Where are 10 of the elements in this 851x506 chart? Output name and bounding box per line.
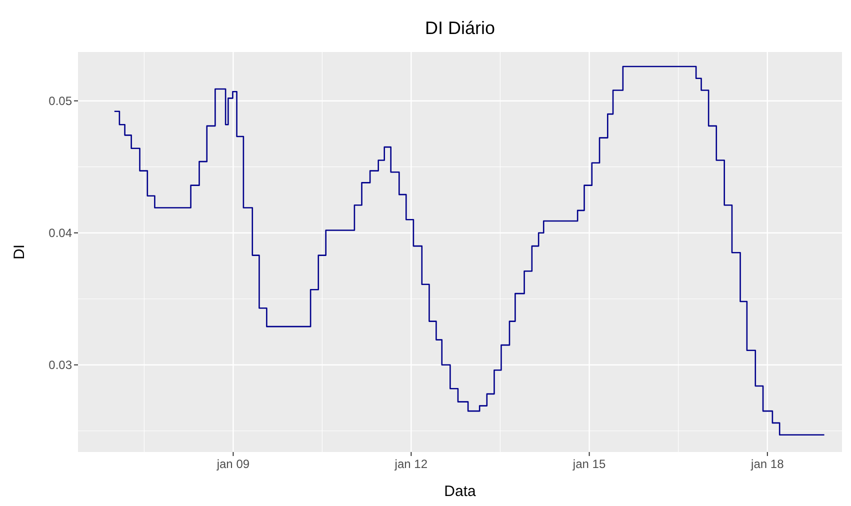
x-axis-title: Data [444, 483, 476, 500]
x-tick-label: jan 09 [216, 457, 250, 471]
x-tick-label: jan 18 [750, 457, 784, 471]
chart-title: DI Diário [424, 18, 496, 38]
x-tick-label: jan 15 [572, 457, 606, 471]
y-tick-label: 0.03 [48, 358, 72, 372]
y-tick-label: 0.04 [48, 226, 72, 240]
y-tick-label: 0.05 [48, 94, 72, 108]
y-axis-title: DI [11, 244, 28, 260]
x-tick-label: jan 12 [394, 457, 428, 471]
